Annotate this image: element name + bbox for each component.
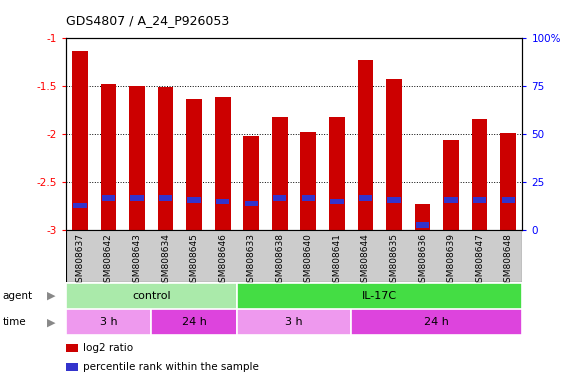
Text: GSM808644: GSM808644	[361, 233, 370, 288]
Text: GSM808640: GSM808640	[304, 233, 313, 288]
Text: GSM808637: GSM808637	[75, 233, 85, 288]
Text: 24 h: 24 h	[424, 317, 449, 327]
Bar	[66, 309, 151, 335]
Text: GSM808638: GSM808638	[275, 233, 284, 288]
Bar	[272, 117, 288, 230]
Bar	[100, 84, 116, 230]
Text: GSM808641: GSM808641	[332, 233, 341, 288]
Text: GSM808633: GSM808633	[247, 233, 256, 288]
Bar	[216, 199, 230, 204]
Bar	[301, 195, 315, 200]
Bar	[500, 133, 516, 230]
Text: 3 h: 3 h	[100, 317, 117, 327]
Text: GSM808639: GSM808639	[447, 233, 456, 288]
Bar	[186, 99, 202, 230]
Text: GSM808646: GSM808646	[218, 233, 227, 288]
Bar	[386, 79, 402, 230]
Text: control: control	[132, 291, 171, 301]
Bar	[243, 136, 259, 230]
Bar	[66, 283, 237, 309]
Bar	[443, 140, 459, 230]
Bar	[244, 200, 258, 206]
Text: percentile rank within the sample: percentile rank within the sample	[83, 362, 259, 372]
Bar	[329, 117, 345, 230]
Bar	[237, 309, 351, 335]
Bar	[215, 97, 231, 230]
Bar	[351, 309, 522, 335]
Text: GSM808647: GSM808647	[475, 233, 484, 288]
Text: ▶: ▶	[47, 291, 55, 301]
Text: 3 h: 3 h	[286, 317, 303, 327]
Bar	[444, 197, 458, 202]
Text: GSM808634: GSM808634	[161, 233, 170, 288]
Text: GSM808635: GSM808635	[389, 233, 399, 288]
Bar	[501, 197, 515, 202]
Bar	[357, 60, 373, 230]
Text: log2 ratio: log2 ratio	[83, 343, 133, 353]
Bar	[159, 195, 172, 200]
Bar	[129, 86, 145, 230]
Bar	[359, 195, 372, 200]
Bar	[73, 203, 87, 208]
Bar	[300, 132, 316, 230]
Bar	[387, 197, 401, 202]
Bar	[273, 195, 287, 200]
Bar	[237, 283, 522, 309]
Bar	[102, 195, 115, 200]
Text: GSM808636: GSM808636	[418, 233, 427, 288]
Text: time: time	[3, 317, 26, 327]
Text: GDS4807 / A_24_P926053: GDS4807 / A_24_P926053	[66, 14, 229, 27]
Bar	[415, 204, 431, 230]
Bar	[187, 197, 201, 202]
Bar	[330, 199, 344, 204]
Text: GSM808642: GSM808642	[104, 233, 113, 288]
Text: GSM808648: GSM808648	[504, 233, 513, 288]
Text: ▶: ▶	[47, 317, 55, 327]
Bar	[416, 222, 429, 227]
Bar	[151, 309, 237, 335]
Bar	[72, 51, 88, 230]
Bar	[66, 230, 522, 282]
Text: GSM808643: GSM808643	[132, 233, 142, 288]
Bar	[472, 119, 488, 230]
Text: GSM808645: GSM808645	[190, 233, 199, 288]
Text: IL-17C: IL-17C	[362, 291, 397, 301]
Bar	[473, 197, 486, 202]
Bar	[130, 195, 144, 200]
Bar	[158, 88, 174, 230]
Text: agent: agent	[3, 291, 33, 301]
Text: 24 h: 24 h	[182, 317, 207, 327]
